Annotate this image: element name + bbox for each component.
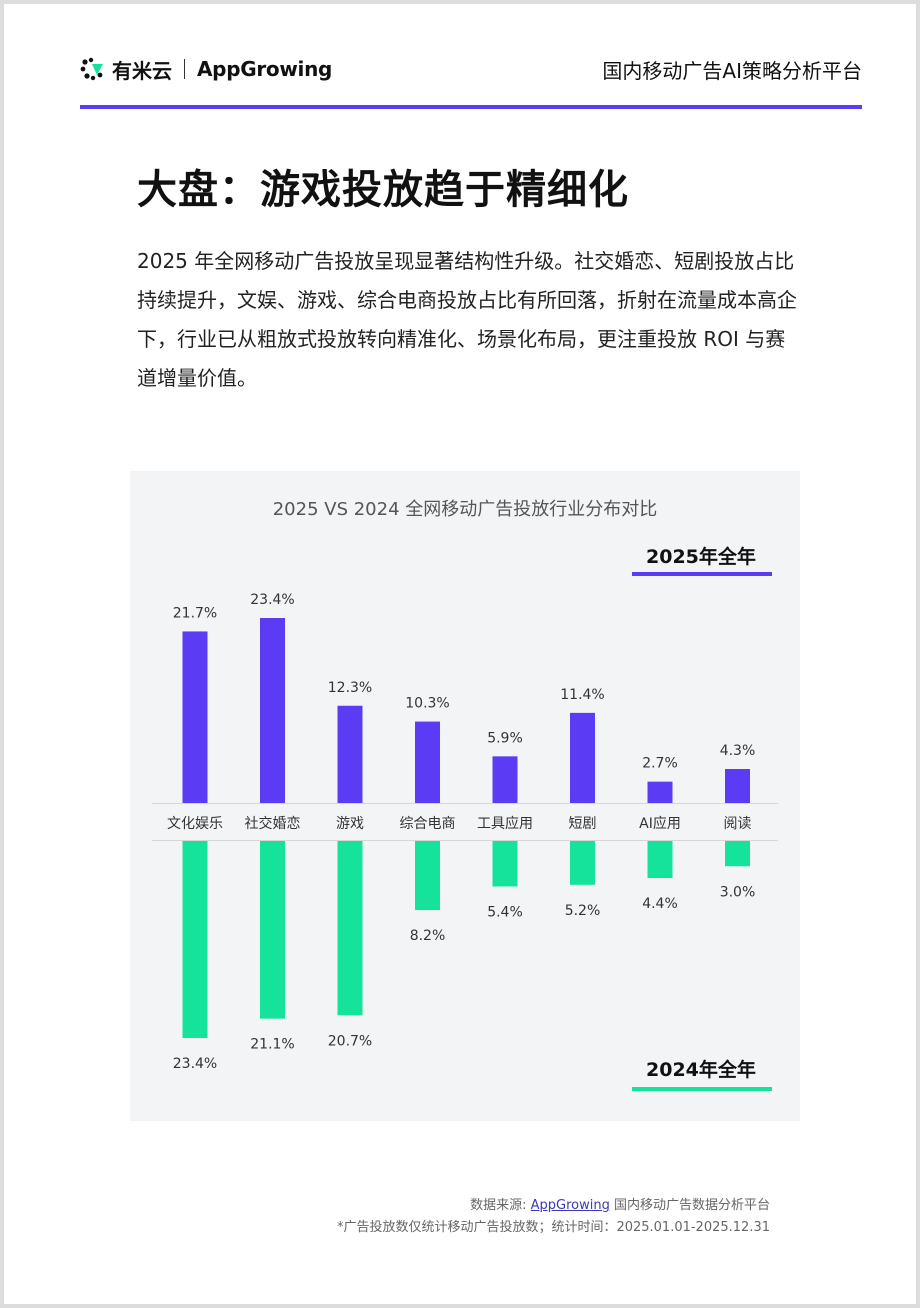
source-suffix: 国内移动广告数据分析平台 bbox=[609, 1198, 770, 1213]
source-prefix: 数据来源: bbox=[470, 1198, 531, 1213]
header-divider bbox=[80, 105, 862, 109]
bar-2024-cat-7 bbox=[647, 841, 673, 879]
legend-label-2024: 2024年全年 bbox=[646, 1059, 756, 1081]
value-label-2024-cat-8: 3.0% bbox=[720, 884, 756, 900]
page-title: 大盘：游戏投放趋于精细化 bbox=[137, 167, 629, 213]
footnote: *广告投放数仅统计移动广告投放数；统计时间：2025.01.01-2025.12… bbox=[336, 1220, 770, 1235]
legend-label-2025: 2025年全年 bbox=[646, 546, 756, 568]
legend-marker-2025 bbox=[632, 572, 772, 576]
brand-name-en: AppGrowing bbox=[197, 57, 333, 81]
value-label-2024-cat-4: 8.2% bbox=[410, 928, 446, 944]
value-label-2025-cat-6: 11.4% bbox=[560, 687, 604, 703]
bar-2024-cat-1 bbox=[182, 841, 208, 1038]
value-label-2025-cat-5: 5.9% bbox=[487, 730, 523, 746]
page-header: 有米云 AppGrowing 国内移动广告AI策略分析平台 bbox=[80, 52, 862, 88]
bar-2025-cat-6 bbox=[570, 712, 595, 803]
category-label-cat-2: 社交婚恋 bbox=[245, 815, 301, 832]
bar-chart: 文化娱乐 21.7% 23.4% 社交婚恋 23.4% 21.1% 游戏 12.3% 20.7%… bbox=[152, 592, 778, 1072]
brand-name-cn: 有米云 bbox=[112, 58, 172, 83]
bar-2025-cat-2 bbox=[260, 618, 285, 803]
category-label-cat-4: 综合电商 bbox=[400, 816, 456, 832]
bar-2024-cat-2 bbox=[260, 841, 285, 1019]
source-link[interactable]: AppGrowing bbox=[530, 1198, 610, 1213]
brand-logo: 有米云 AppGrowing bbox=[80, 52, 332, 86]
bar-2025-cat-4 bbox=[415, 721, 440, 803]
bar-2024-cat-5 bbox=[492, 841, 518, 887]
bar-2024-cat-4 bbox=[415, 841, 440, 911]
value-label-2025-cat-7: 2.7% bbox=[642, 756, 678, 772]
data-source: 数据来源: AppGrowing 国内移动广告数据分析平台 bbox=[170, 1194, 770, 1213]
bar-2025-cat-5 bbox=[492, 756, 518, 803]
bar-2024-cat-6 bbox=[570, 841, 595, 885]
bar-2024-cat-8 bbox=[725, 841, 750, 867]
chart-panel: 2025 VS 2024 全网移动广告投放行业分布对比 2025年全年 2024… bbox=[130, 471, 800, 1121]
bar-2025-cat-3 bbox=[337, 705, 363, 803]
value-label-2025-cat-8: 4.3% bbox=[720, 743, 756, 759]
category-label-cat-6: 短剧 bbox=[569, 816, 597, 832]
bar-2025-cat-8 bbox=[725, 769, 750, 803]
value-label-2024-cat-3: 20.7% bbox=[328, 1033, 372, 1049]
bar-2024-cat-3 bbox=[337, 841, 363, 1016]
value-label-2024-cat-5: 5.4% bbox=[487, 904, 523, 920]
value-label-2024-cat-1: 23.4% bbox=[173, 1056, 217, 1072]
value-label-2024-cat-7: 4.4% bbox=[642, 896, 678, 912]
intro-paragraph: 2025 年全网移动广告投放呈现显著结构性升级。社交婚恋、短剧投放占比持续提升，… bbox=[137, 249, 797, 390]
value-label-2025-cat-1: 21.7% bbox=[173, 605, 217, 621]
value-label-2025-cat-2: 23.4% bbox=[250, 592, 294, 608]
brand-divider bbox=[184, 59, 185, 79]
category-label-cat-8: 阅读 bbox=[724, 815, 752, 832]
value-label-2025-cat-3: 12.3% bbox=[328, 680, 372, 696]
legend-marker-2024 bbox=[632, 1087, 772, 1091]
category-label-cat-3: 游戏 bbox=[336, 816, 364, 832]
value-label-2025-cat-4: 10.3% bbox=[405, 696, 449, 712]
report-page: 有米云 AppGrowing 国内移动广告AI策略分析平台 大盘：游戏投放趋于精… bbox=[4, 4, 916, 1304]
bar-2025-cat-1 bbox=[182, 631, 208, 803]
value-label-2024-cat-2: 21.1% bbox=[250, 1037, 294, 1053]
value-label-2024-cat-6: 5.2% bbox=[565, 903, 601, 919]
chart-title: 2025 VS 2024 全网移动广告投放行业分布对比 bbox=[272, 499, 658, 520]
category-label-cat-7: AI应用 bbox=[639, 815, 681, 832]
youmi-logo-icon bbox=[80, 57, 103, 81]
category-label-cat-1: 文化娱乐 bbox=[167, 816, 223, 832]
bar-2025-cat-7 bbox=[647, 781, 673, 803]
category-label-cat-5: 工具应用 bbox=[477, 815, 533, 832]
platform-name: 国内移动广告AI策略分析平台 bbox=[602, 59, 862, 83]
